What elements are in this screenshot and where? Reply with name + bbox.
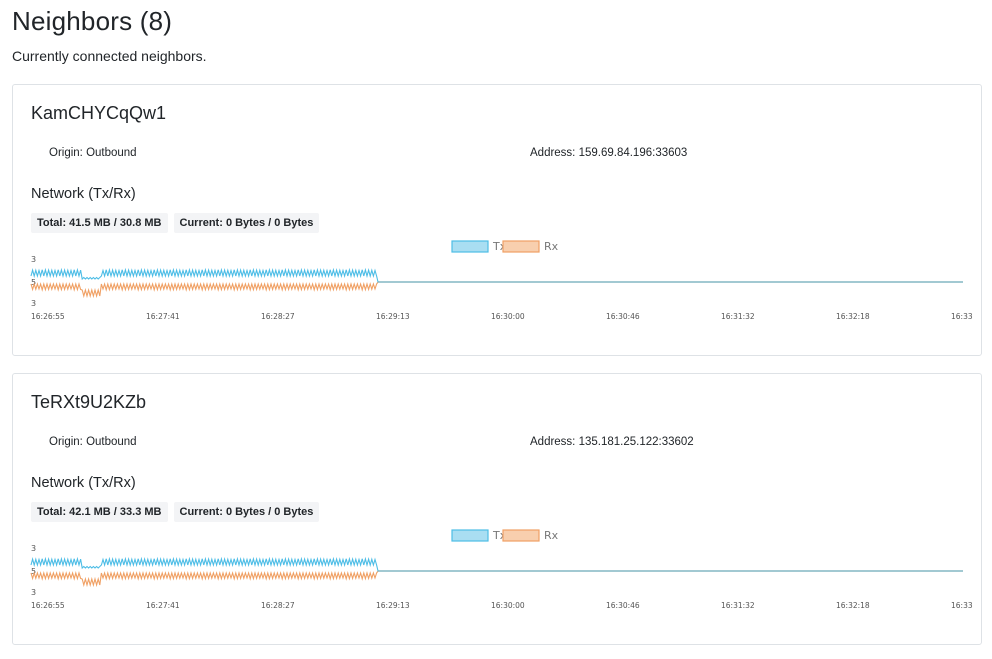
legend-swatch-rx[interactable] bbox=[502, 529, 540, 542]
legend-swatch-tx[interactable] bbox=[451, 529, 489, 542]
x-tick-label: 16:27:41 bbox=[146, 601, 180, 610]
neighbor-id: TeRXt9U2KZb bbox=[31, 392, 147, 412]
x-tick-label: 16:31:32 bbox=[721, 312, 755, 321]
rx-series-line bbox=[30, 570, 963, 588]
current-traffic: Current: 0 Bytes / 0 Bytes bbox=[173, 502, 320, 522]
x-tick-label: 16:26:55 bbox=[31, 312, 65, 321]
total-traffic: Total: 42.1 MB / 33.3 MB bbox=[31, 502, 168, 522]
chart-legend: Tx Rx bbox=[451, 529, 559, 542]
y-tick-label: 5 bbox=[31, 567, 36, 576]
legend-label-rx[interactable]: Rx bbox=[544, 240, 559, 253]
neighbor-address: Address: 135.181.25.122:33602 bbox=[530, 436, 694, 448]
y-tick-label: 5 bbox=[31, 278, 36, 287]
x-tick-label: 16:27:41 bbox=[146, 312, 180, 321]
y-tick-label: 3 bbox=[31, 299, 36, 308]
network-title: Network (Tx/Rx) bbox=[31, 475, 136, 491]
x-tick-label: 16:30:00 bbox=[491, 312, 525, 321]
tx-series-line bbox=[30, 267, 963, 283]
neighbor-id: KamCHYCqQw1 bbox=[31, 103, 167, 123]
x-tick-label: 16:33 bbox=[951, 312, 973, 321]
neighbor-card: KamCHYCqQw1 Origin: Outbound Address: 15… bbox=[12, 84, 982, 356]
tx-series-line bbox=[30, 556, 963, 572]
page-title: Neighbors (8) bbox=[12, 6, 173, 36]
total-traffic: Total: 41.5 MB / 30.8 MB bbox=[31, 213, 168, 233]
y-tick-label: 3 bbox=[31, 255, 36, 264]
legend-label-rx[interactable]: Rx bbox=[544, 529, 559, 542]
rx-series-line bbox=[30, 281, 963, 299]
chart-legend: Tx Rx bbox=[451, 240, 559, 253]
network-chart: Tx Rx 3 5 3 16:26:55 16:27:41 16:28:27 16:29:13 1… bbox=[30, 240, 973, 321]
neighbor-card: TeRXt9U2KZb Origin: Outbound Address: 13… bbox=[12, 373, 982, 645]
network-stats: Total: 42.1 MB / 33.3 MB Current: 0 Byte… bbox=[31, 502, 320, 522]
network-chart: Tx Rx 3 5 3 16:26:55 16:27:41 16:28:27 16:29:13 1… bbox=[30, 529, 973, 610]
legend-swatch-rx[interactable] bbox=[502, 240, 540, 253]
x-tick-label: 16:31:32 bbox=[721, 601, 755, 610]
page-subtitle: Currently connected neighbors. bbox=[12, 48, 207, 64]
neighbor-origin: Origin: Outbound bbox=[49, 436, 137, 448]
x-tick-label: 16:29:13 bbox=[376, 312, 410, 321]
x-tick-label: 16:33 bbox=[951, 601, 973, 610]
network-stats: Total: 41.5 MB / 30.8 MB Current: 0 Byte… bbox=[31, 213, 320, 233]
legend-swatch-tx[interactable] bbox=[451, 240, 489, 253]
x-tick-label: 16:29:13 bbox=[376, 601, 410, 610]
x-tick-label: 16:30:46 bbox=[606, 601, 640, 610]
network-title: Network (Tx/Rx) bbox=[31, 186, 136, 202]
x-tick-label: 16:28:27 bbox=[261, 601, 295, 610]
x-tick-label: 16:32:18 bbox=[836, 601, 870, 610]
x-tick-label: 16:32:18 bbox=[836, 312, 870, 321]
y-tick-label: 3 bbox=[31, 588, 36, 597]
current-traffic: Current: 0 Bytes / 0 Bytes bbox=[173, 213, 320, 233]
neighbor-origin: Origin: Outbound bbox=[49, 147, 137, 159]
neighbor-address: Address: 159.69.84.196:33603 bbox=[530, 147, 688, 159]
x-tick-label: 16:30:46 bbox=[606, 312, 640, 321]
x-tick-label: 16:28:27 bbox=[261, 312, 295, 321]
y-tick-label: 3 bbox=[31, 544, 36, 553]
x-tick-label: 16:30:00 bbox=[491, 601, 525, 610]
x-tick-label: 16:26:55 bbox=[31, 601, 65, 610]
